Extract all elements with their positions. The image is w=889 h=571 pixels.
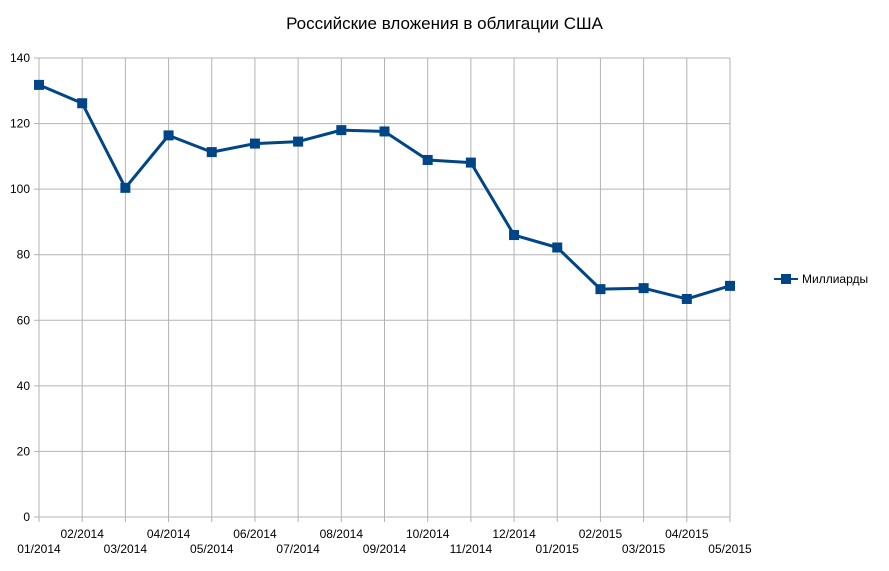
y-tick-label: 140: [10, 51, 30, 65]
data-point-marker: [336, 125, 347, 136]
data-point-marker: [206, 147, 217, 158]
series-miliardy: [34, 79, 735, 304]
x-tick-label: 12/2014: [492, 527, 536, 541]
x-tick-label: 10/2014: [406, 527, 450, 541]
x-tick-label: 07/2014: [276, 542, 320, 556]
x-tick-label: 02/2014: [60, 527, 104, 541]
data-point-marker: [120, 182, 131, 193]
data-point-marker: [509, 230, 520, 241]
x-tick-label: 06/2014: [233, 527, 277, 541]
data-point-marker: [681, 293, 692, 304]
x-tick-label: 02/2015: [579, 527, 623, 541]
data-point-marker: [595, 284, 606, 295]
x-tick-label: 05/2015: [708, 542, 752, 556]
data-point-marker: [293, 136, 304, 147]
y-tick-label: 80: [17, 248, 31, 262]
data-point-marker: [422, 154, 433, 165]
x-tick-label: 03/2014: [104, 542, 148, 556]
legend-label: Миллиарды: [802, 272, 869, 286]
legend-marker: [781, 274, 791, 284]
x-tick-label: 05/2014: [190, 542, 234, 556]
data-point-marker: [465, 157, 476, 168]
y-tick-label: 60: [17, 313, 31, 327]
y-tick-label: 40: [17, 379, 31, 393]
legend: Миллиарды: [774, 272, 868, 286]
x-tick-label: 03/2015: [622, 542, 666, 556]
legend-swatch: [774, 273, 798, 285]
x-tick-label: 11/2014: [450, 542, 493, 556]
x-tick-label: 08/2014: [320, 527, 364, 541]
x-tick-label: 09/2014: [363, 542, 407, 556]
y-tick-labels: 0 20 40 60 80 100 120 140: [10, 51, 30, 524]
data-point-marker: [379, 126, 390, 137]
x-tick-labels: 01/201402/201403/201404/201405/201406/20…: [17, 527, 752, 556]
data-point-marker: [249, 138, 260, 149]
data-point-marker: [552, 242, 563, 253]
x-tick-label: 01/2014: [17, 542, 61, 556]
data-point-marker: [163, 130, 174, 141]
gridlines: [38, 57, 731, 518]
chart-title: Российские вложения в облигации США: [286, 14, 603, 33]
data-point-marker: [725, 280, 735, 291]
y-tick-label: 120: [10, 117, 30, 131]
data-point-marker: [34, 79, 44, 90]
x-tick-label: 01/2015: [536, 542, 580, 556]
x-tick-label: 04/2014: [147, 527, 191, 541]
data-point-marker: [77, 98, 88, 109]
axes: [34, 57, 731, 522]
y-tick-label: 100: [10, 182, 30, 196]
y-tick-label: 20: [17, 444, 31, 458]
x-tick-label: 04/2015: [665, 527, 709, 541]
data-point-marker: [638, 283, 649, 294]
y-tick-label: 0: [23, 510, 30, 524]
